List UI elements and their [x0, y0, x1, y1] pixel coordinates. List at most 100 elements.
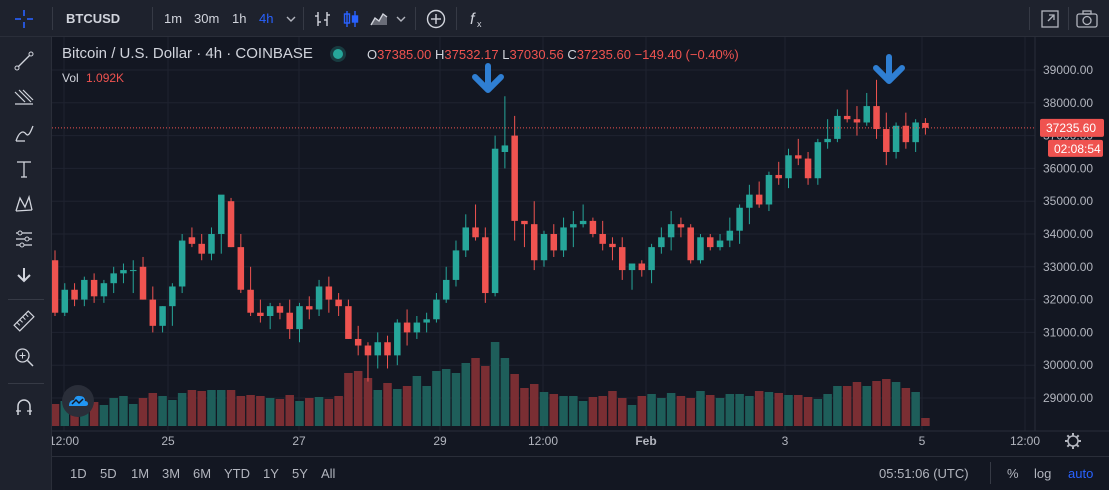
bar-style-icon[interactable] [312, 8, 334, 30]
volume-bar [578, 401, 588, 426]
candle-body [286, 312, 293, 330]
interval-30m[interactable]: 30m [194, 11, 220, 26]
utc-clock[interactable]: 05:51:06 (UTC) [879, 466, 969, 481]
candle-body [736, 207, 743, 231]
volume-value: 1.092K [86, 71, 125, 85]
range-1y[interactable]: 1Y [263, 466, 279, 481]
volume-bar [314, 397, 324, 426]
interval-1h[interactable]: 1h [232, 11, 247, 26]
chart-legend: Bitcoin / U.S. Dollar · 4h · COINBASE [62, 45, 344, 62]
settings-gear-icon[interactable] [1065, 433, 1081, 449]
countdown-label: 02:08:54 [1054, 142, 1101, 156]
volume-bar [412, 376, 422, 426]
range-3m[interactable]: 3M [162, 466, 181, 481]
volume-bar [745, 396, 754, 426]
volume-bar [696, 391, 705, 426]
volume-bar [451, 373, 461, 426]
volume-bar [891, 382, 901, 426]
volume-bar [295, 401, 304, 426]
symbol-search-button[interactable]: BTCUSD [66, 11, 121, 26]
volume-bar [344, 373, 353, 426]
volume-bar [803, 397, 813, 426]
close-value: 37235.60 [576, 47, 631, 62]
chevron-down-icon[interactable] [284, 12, 298, 26]
volume-bar [637, 396, 647, 426]
candle-body [589, 220, 597, 234]
range-all[interactable]: All [321, 466, 336, 481]
volume-bar [265, 398, 275, 426]
snapshot-icon[interactable] [1074, 7, 1100, 31]
fullscreen-icon[interactable] [1038, 7, 1062, 31]
brush-icon[interactable] [12, 121, 36, 145]
text-icon[interactable] [12, 157, 36, 181]
volume-bar [666, 393, 676, 426]
auto-scale-button[interactable]: auto [1068, 466, 1094, 481]
area-icon[interactable] [368, 8, 390, 30]
prediction-icon[interactable] [12, 227, 36, 251]
range-ytd[interactable]: YTD [224, 466, 250, 481]
volume-bar [774, 393, 783, 426]
candle-body [687, 227, 694, 261]
volume-bar [187, 390, 197, 426]
range-5d[interactable]: 5D [100, 466, 117, 481]
candle-body [638, 263, 646, 271]
volume-bar [520, 388, 529, 426]
candle-body [902, 125, 910, 143]
range-6m[interactable]: 6M [193, 466, 212, 481]
volume-bar [559, 396, 568, 426]
candle-body [296, 306, 303, 330]
volume-bar [99, 405, 109, 426]
range-5y[interactable]: 5Y [292, 466, 308, 481]
fib-retracement-icon[interactable] [12, 85, 36, 109]
volume-bar [901, 388, 911, 426]
price-tick-label: 38000.00 [1043, 96, 1093, 110]
volume-bar [647, 394, 656, 426]
candles-icon[interactable] [340, 8, 362, 30]
candle-body [697, 237, 704, 261]
tradingview-logo-icon[interactable] [62, 385, 94, 417]
volume-bar [911, 392, 920, 426]
log-scale-button[interactable]: log [1034, 466, 1052, 481]
candle-body [707, 237, 714, 248]
zoom-in-icon[interactable] [12, 345, 36, 369]
legend-exchange: COINBASE [235, 45, 313, 62]
arrow-down-icon[interactable] [12, 263, 36, 287]
volume-bar [627, 405, 637, 426]
price-axis[interactable] [1035, 37, 1109, 456]
crosshair-icon[interactable] [12, 8, 36, 30]
price-chart[interactable]: 39000.0038000.0037000.0036000.0035000.00… [52, 37, 1109, 456]
time-tick-label: 12:00 [1010, 434, 1040, 448]
chevron-down-icon[interactable] [394, 12, 408, 26]
add-compare-icon[interactable] [424, 7, 448, 31]
legend-title: Bitcoin / U.S. Dollar [62, 45, 193, 62]
gear-tooth [1075, 434, 1080, 439]
pattern-icon[interactable] [12, 192, 36, 216]
volume-bar [735, 394, 744, 426]
price-tick-label: 36000.00 [1043, 161, 1093, 175]
percent-scale-button[interactable]: % [1007, 466, 1019, 481]
time-tick-label: 5 [919, 434, 926, 448]
close-label: C [567, 47, 577, 62]
candle-body [315, 286, 323, 310]
volume-bar [256, 396, 265, 426]
candle-body [354, 338, 362, 346]
candle-body [384, 342, 391, 356]
price-tick-label: 30000.00 [1043, 358, 1093, 372]
candle-body [472, 227, 479, 238]
candle-body [266, 306, 274, 316]
candle-body [609, 243, 616, 248]
interval-1m[interactable]: 1m [164, 11, 183, 26]
volume-bar [569, 396, 578, 426]
candle-body [413, 322, 421, 333]
volume-bar [109, 398, 118, 426]
interval-4h[interactable]: 4h [259, 11, 274, 26]
range-1d[interactable]: 1D [70, 466, 87, 481]
range-1m[interactable]: 1M [131, 466, 150, 481]
ruler-icon[interactable] [12, 309, 36, 333]
price-tick-label: 35000.00 [1043, 194, 1093, 208]
volume-bar [383, 383, 392, 426]
magnet-icon[interactable] [12, 395, 36, 419]
trend-line-icon[interactable] [12, 49, 36, 73]
candle-body [129, 270, 137, 272]
